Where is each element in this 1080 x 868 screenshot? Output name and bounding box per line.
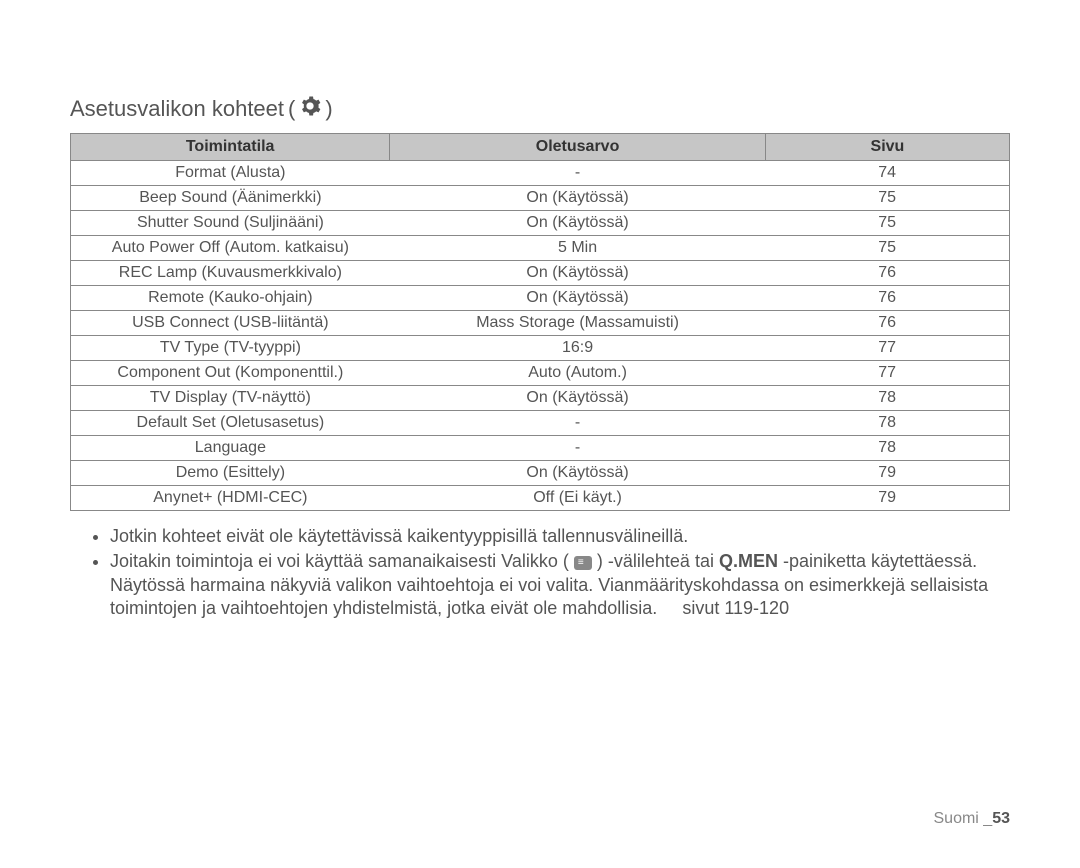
table-row: Component Out (Komponenttil.)Auto (Autom… xyxy=(71,361,1010,386)
table-cell: REC Lamp (Kuvausmerkkivalo) xyxy=(71,261,390,286)
table-cell: - xyxy=(390,436,766,461)
col-header-default: Oletusarvo xyxy=(390,134,766,161)
col-header-mode: Toimintatila xyxy=(71,134,390,161)
table-cell: 79 xyxy=(765,461,1009,486)
table-row: Demo (Esittely)On (Käytössä)79 xyxy=(71,461,1010,486)
table-cell: - xyxy=(390,411,766,436)
table-cell: On (Käytössä) xyxy=(390,286,766,311)
note-text-b: ) -välilehteä tai xyxy=(597,551,719,571)
table-cell: Format (Alusta) xyxy=(71,161,390,186)
table-cell: 75 xyxy=(765,186,1009,211)
col-header-page: Sivu xyxy=(765,134,1009,161)
notes-list: Jotkin kohteet eivät ole käytettävissä k… xyxy=(70,525,1010,621)
menu-icon xyxy=(574,556,592,570)
table-row: Language-78 xyxy=(71,436,1010,461)
table-row: Shutter Sound (Suljinääni)On (Käytössä)7… xyxy=(71,211,1010,236)
table-cell: On (Käytössä) xyxy=(390,186,766,211)
footer-page-number: 53 xyxy=(992,810,1010,827)
table-cell: Language xyxy=(71,436,390,461)
table-row: Remote (Kauko-ohjain)On (Käytössä)76 xyxy=(71,286,1010,311)
table-cell: 16:9 xyxy=(390,336,766,361)
table-cell: Beep Sound (Äänimerkki) xyxy=(71,186,390,211)
table-cell: 77 xyxy=(765,336,1009,361)
footer-underscore: _ xyxy=(983,810,992,827)
table-cell: Demo (Esittely) xyxy=(71,461,390,486)
gear-icon xyxy=(299,95,321,123)
page-footer: Suomi _53 xyxy=(934,810,1011,828)
heading-text: Asetusvalikon kohteet xyxy=(70,96,284,122)
table-cell: 76 xyxy=(765,286,1009,311)
table-cell: Shutter Sound (Suljinääni) xyxy=(71,211,390,236)
manual-page: Asetusvalikon kohteet ( ) Toimintatila O… xyxy=(0,0,1080,868)
table-cell: Auto Power Off (Autom. katkaisu) xyxy=(71,236,390,261)
table-cell: 78 xyxy=(765,386,1009,411)
note-item: Joitakin toimintoja ei voi käyttää saman… xyxy=(110,550,1010,620)
page-title: Asetusvalikon kohteet ( ) xyxy=(70,95,1010,123)
table-row: REC Lamp (Kuvausmerkkivalo)On (Käytössä)… xyxy=(71,261,1010,286)
table-body: Format (Alusta)-74Beep Sound (Äänimerkki… xyxy=(71,161,1010,511)
table-cell: 77 xyxy=(765,361,1009,386)
table-cell: Mass Storage (Massamuisti) xyxy=(390,311,766,336)
note-pages-ref: sivut 119-120 xyxy=(682,598,789,618)
note-text: Jotkin kohteet eivät ole käytettävissä k… xyxy=(110,526,688,546)
table-cell: Anynet+ (HDMI-CEC) xyxy=(71,486,390,511)
heading-paren-close: ) xyxy=(325,96,332,122)
table-cell: On (Käytössä) xyxy=(390,461,766,486)
table-row: USB Connect (USB-liitäntä)Mass Storage (… xyxy=(71,311,1010,336)
table-cell: Auto (Autom.) xyxy=(390,361,766,386)
table-cell: Default Set (Oletusasetus) xyxy=(71,411,390,436)
table-cell: 79 xyxy=(765,486,1009,511)
table-row: Auto Power Off (Autom. katkaisu)5 Min75 xyxy=(71,236,1010,261)
table-row: Default Set (Oletusasetus)-78 xyxy=(71,411,1010,436)
table-cell: 74 xyxy=(765,161,1009,186)
table-cell: Component Out (Komponenttil.) xyxy=(71,361,390,386)
table-cell: TV Display (TV-näyttö) xyxy=(71,386,390,411)
table-cell: Remote (Kauko-ohjain) xyxy=(71,286,390,311)
table-cell: 76 xyxy=(765,261,1009,286)
table-cell: 78 xyxy=(765,411,1009,436)
table-cell: - xyxy=(390,161,766,186)
table-cell: 76 xyxy=(765,311,1009,336)
note-text-a: Joitakin toimintoja ei voi käyttää saman… xyxy=(110,551,569,571)
table-row: TV Display (TV-näyttö)On (Käytössä)78 xyxy=(71,386,1010,411)
table-cell: 75 xyxy=(765,236,1009,261)
table-cell: On (Käytössä) xyxy=(390,261,766,286)
table-cell: 5 Min xyxy=(390,236,766,261)
table-cell: 78 xyxy=(765,436,1009,461)
table-cell: TV Type (TV-tyyppi) xyxy=(71,336,390,361)
qmen-label: Q.MEN xyxy=(719,551,778,571)
table-cell: On (Käytössä) xyxy=(390,211,766,236)
table-cell: On (Käytössä) xyxy=(390,386,766,411)
heading-paren-open: ( xyxy=(288,96,295,122)
table-row: TV Type (TV-tyyppi)16:977 xyxy=(71,336,1010,361)
table-cell: Off (Ei käyt.) xyxy=(390,486,766,511)
footer-lang: Suomi xyxy=(934,810,984,827)
table-row: Format (Alusta)-74 xyxy=(71,161,1010,186)
note-item: Jotkin kohteet eivät ole käytettävissä k… xyxy=(110,525,1010,548)
table-cell: 75 xyxy=(765,211,1009,236)
table-row: Anynet+ (HDMI-CEC)Off (Ei käyt.)79 xyxy=(71,486,1010,511)
table-cell: USB Connect (USB-liitäntä) xyxy=(71,311,390,336)
table-header-row: Toimintatila Oletusarvo Sivu xyxy=(71,134,1010,161)
table-row: Beep Sound (Äänimerkki)On (Käytössä)75 xyxy=(71,186,1010,211)
settings-table: Toimintatila Oletusarvo Sivu Format (Alu… xyxy=(70,133,1010,511)
